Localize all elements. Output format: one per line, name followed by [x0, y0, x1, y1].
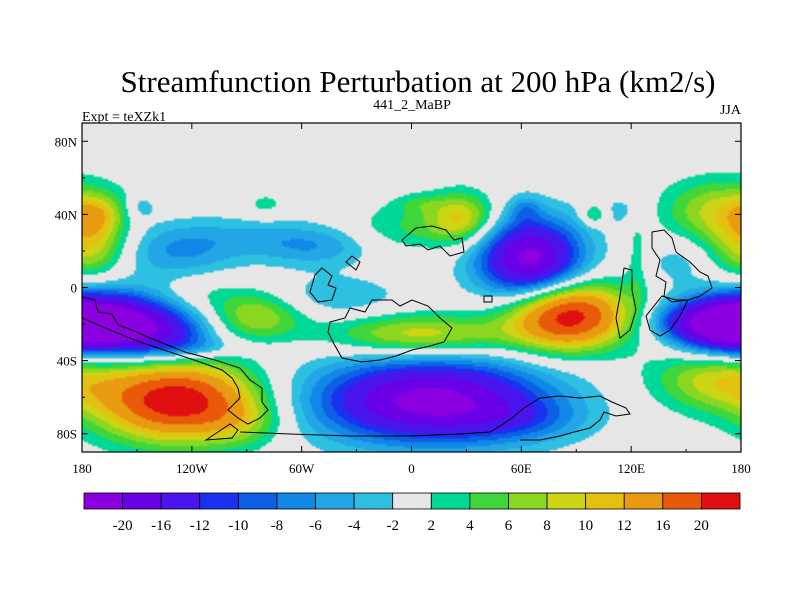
x-tick-label: 60W — [289, 461, 315, 476]
colorbar-label: -16 — [151, 518, 171, 534]
coastline-eurasia-a — [401, 225, 465, 257]
left-label: Expt = teXZk1 — [82, 110, 166, 125]
coastline-africa-c — [327, 299, 453, 363]
x-tick-label: 120W — [176, 461, 209, 476]
colorbar-label: 10 — [578, 518, 593, 534]
y-tick-label: 0 — [71, 281, 78, 296]
coastline-australia — [645, 295, 689, 337]
center-label: 441_2_MaBP — [373, 98, 451, 113]
contour-field — [82, 123, 741, 452]
y-tick-label: 80S — [57, 427, 77, 442]
right-label: JJA — [720, 103, 742, 118]
colorbar-swatch — [83, 492, 123, 510]
y-tick-label: 80N — [55, 134, 78, 149]
colorbar-swatch — [392, 492, 432, 510]
colorbar-swatch — [276, 492, 316, 510]
colorbar-label: -2 — [386, 518, 399, 534]
colorbar-swatch — [546, 492, 587, 510]
x-tick-label: 180 — [72, 461, 92, 476]
colorbar-swatch — [701, 492, 741, 510]
colorbar-label: 8 — [543, 518, 551, 534]
colorbar-label: 16 — [655, 518, 671, 534]
chart-title: Streamfunction Perturbation at 200 hPa (… — [121, 64, 716, 99]
coastlines — [82, 225, 713, 441]
colorbar-swatch — [430, 492, 471, 510]
colorbar-label: -10 — [228, 518, 248, 534]
coastline-pacific-islands — [651, 229, 713, 303]
colorbar-swatch — [585, 492, 625, 510]
colorbar-label: -4 — [348, 518, 361, 534]
colorbar-label: 4 — [466, 518, 474, 534]
colorbar-label: -8 — [271, 518, 284, 534]
x-axis: 180 120W 60W 0 60E 120E 180 — [72, 123, 751, 476]
colorbar-label: 12 — [617, 518, 632, 534]
colorbar-label: -20 — [113, 518, 133, 534]
colorbar-swatch — [199, 492, 239, 510]
colorbar-label: 2 — [428, 518, 436, 534]
plot-area — [81, 122, 742, 453]
colorbar-swatch — [662, 492, 702, 510]
x-tick-label: 60E — [511, 461, 532, 476]
colorbar-label: -6 — [309, 518, 322, 534]
coastline-africa-b — [345, 255, 361, 271]
colorbar-label: -12 — [190, 518, 210, 534]
colorbar: -20 -16 -12 -10 -8 -6 -4 -2 2 4 6 8 10 12 16 20 — [83, 492, 741, 534]
colorbar-swatch — [469, 492, 509, 510]
colorbar-swatch — [315, 492, 355, 510]
coastline-asia-islands — [483, 295, 493, 303]
colorbar-swatch — [508, 492, 548, 510]
colorbar-label: 20 — [694, 518, 709, 534]
coastline-asia-east — [615, 267, 637, 339]
colorbar-swatch — [237, 492, 278, 510]
coastline-south-america — [82, 296, 269, 425]
y-tick-label: 40N — [55, 207, 78, 222]
coastline-antarctic-peninsula — [204, 423, 239, 441]
y-axis: 80N 40N 0 40S 80S — [55, 134, 741, 442]
y-tick-label: 40S — [57, 354, 77, 369]
colorbar-label: 6 — [505, 518, 513, 534]
x-tick-label: 120E — [617, 461, 645, 476]
coastline-antarctica — [239, 395, 631, 441]
colorbar-swatch — [353, 492, 394, 510]
colorbar-swatch — [122, 492, 162, 510]
x-tick-label: 0 — [408, 461, 415, 476]
coastline-africa-a — [309, 267, 337, 303]
colorbar-swatch — [160, 492, 201, 510]
x-tick-label: 180 — [731, 461, 751, 476]
colorbar-swatch — [623, 492, 664, 510]
